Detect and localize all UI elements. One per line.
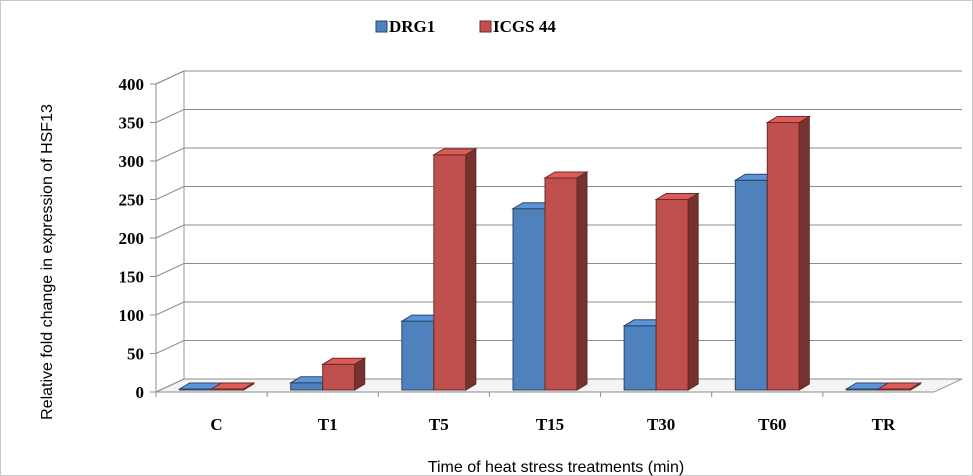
x-axis-label: Time of heat stress treatments (min) xyxy=(428,459,684,476)
bars xyxy=(177,115,923,391)
gridline xyxy=(155,186,962,200)
gridline xyxy=(155,147,962,162)
y-tick-label: 300 xyxy=(119,152,145,171)
bar-front xyxy=(734,179,768,391)
y-tick-label: 150 xyxy=(119,268,145,287)
y-tick-label: 250 xyxy=(119,191,145,210)
bar-icgs-44-t5 xyxy=(432,147,478,391)
x-tick-label: T60 xyxy=(758,415,786,434)
bar-front xyxy=(623,325,657,391)
gridline xyxy=(155,224,962,239)
bar-icgs-44-t15 xyxy=(543,171,589,391)
y-tick-label: 100 xyxy=(119,306,145,325)
bar-side xyxy=(798,115,810,391)
y-tick-label: 50 xyxy=(127,345,144,364)
gridline xyxy=(155,263,962,277)
bar-front xyxy=(655,199,689,391)
x-tick-label: T30 xyxy=(647,415,675,434)
x-tick-label: TR xyxy=(872,415,896,434)
bar-icgs-44-t60 xyxy=(765,115,812,391)
gridline xyxy=(155,70,962,85)
legend: DRG1 ICGS 44 xyxy=(375,17,556,36)
legend-label: DRG1 xyxy=(389,17,435,36)
bar-front xyxy=(401,320,435,391)
bar-front xyxy=(290,382,324,391)
bar-side xyxy=(465,147,477,391)
x-tick-label: T1 xyxy=(318,415,338,434)
bar-icgs-44-c xyxy=(209,382,256,391)
bar-side xyxy=(354,357,366,391)
gridline xyxy=(155,378,962,393)
bar-front xyxy=(322,363,356,391)
gridline xyxy=(155,340,962,354)
bar-side xyxy=(687,192,699,391)
x-tick-labels: C T1 T5 T15 T30 T60 TR xyxy=(210,415,896,434)
bar-front xyxy=(544,177,578,391)
y-tick-label: 200 xyxy=(119,229,145,248)
bar-icgs-44-t1 xyxy=(320,357,367,391)
bar-side xyxy=(909,382,921,391)
legend-swatch xyxy=(375,20,388,33)
y-tick-labels: 0 50 100 150 200 250 300 350 400 xyxy=(119,75,145,402)
bar-front xyxy=(766,122,800,391)
y-tick-label: 400 xyxy=(119,75,145,94)
bar-side xyxy=(243,382,255,391)
legend-label: ICGS 44 xyxy=(493,17,556,36)
y-tick-label: 0 xyxy=(136,383,145,402)
bar-icgs-44-t30 xyxy=(654,192,700,391)
gridline xyxy=(155,109,962,123)
bar-side xyxy=(576,171,588,391)
x-tick-label: T15 xyxy=(536,415,564,434)
bar-icgs-44-tr xyxy=(876,382,923,391)
y-tick-label: 350 xyxy=(119,114,145,133)
x-tick-label: T5 xyxy=(429,415,449,434)
gridline xyxy=(155,301,962,316)
bar-front xyxy=(512,208,546,391)
gridlines xyxy=(150,70,962,397)
y-axis-label: Relative fold change in expression of HS… xyxy=(39,104,56,420)
legend-swatch xyxy=(479,20,492,33)
x-tick-label: C xyxy=(210,415,222,434)
bar-front xyxy=(433,154,467,391)
